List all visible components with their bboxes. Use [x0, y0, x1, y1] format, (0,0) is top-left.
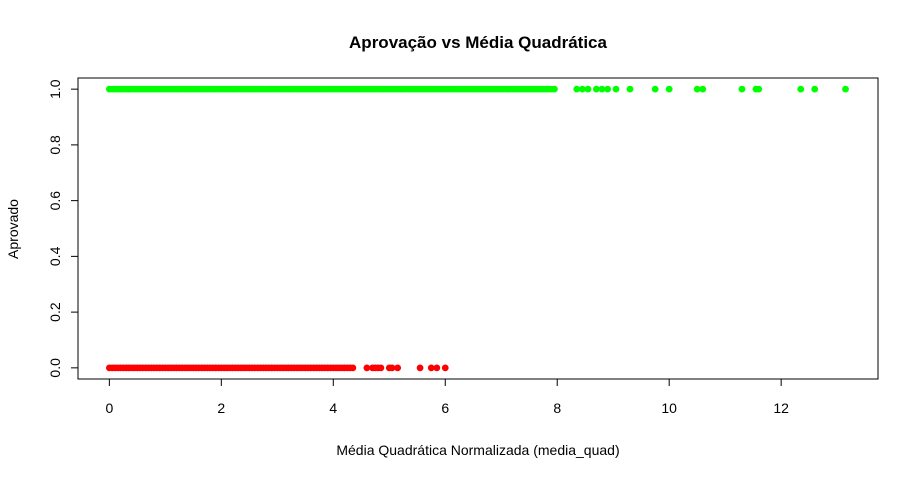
point-reprovado	[377, 364, 385, 372]
y-tick-label: 0.0	[47, 358, 63, 378]
point-aprovado	[738, 85, 746, 93]
y-axis-label: Aprovado	[5, 199, 21, 259]
point-reprovado	[394, 364, 402, 372]
x-tick-label: 6	[441, 400, 449, 416]
x-tick-label: 8	[553, 400, 561, 416]
point-aprovado	[626, 85, 634, 93]
y-axis: 0.0 0.2 0.4 0.6 0.8 1.0	[47, 79, 79, 378]
point-aprovado	[573, 85, 581, 93]
x-tick-label: 4	[329, 400, 337, 416]
point-aprovado	[612, 85, 620, 93]
y-tick-label: 0.8	[47, 135, 63, 155]
point-aprovado	[811, 85, 819, 93]
point-aprovado	[842, 85, 849, 93]
y-tick-label: 0.2	[47, 302, 63, 322]
point-reprovado	[416, 364, 424, 372]
point-aprovado	[651, 85, 659, 93]
x-axis: 0 2 4 6 8 10 12	[105, 378, 789, 416]
point-aprovado	[665, 85, 673, 93]
point-reprovado	[349, 364, 357, 372]
point-aprovado	[797, 85, 805, 93]
point-aprovado	[699, 85, 707, 93]
data-points	[105, 85, 849, 372]
point-aprovado	[579, 85, 586, 93]
x-tick-label: 10	[661, 400, 677, 416]
y-tick-label: 0.6	[47, 191, 63, 211]
point-aprovado	[693, 85, 701, 93]
point-aprovado	[584, 85, 592, 93]
y-tick-label: 1.0	[47, 79, 63, 99]
point-reprovado	[363, 364, 371, 372]
x-tick-label: 0	[105, 400, 113, 416]
point-aprovado	[604, 85, 612, 93]
point-reprovado	[427, 364, 435, 372]
x-tick-label: 12	[773, 400, 789, 416]
x-axis-label: Média Quadrática Normalizada (media_quad…	[336, 442, 619, 458]
plot-frame	[77, 77, 879, 380]
y-tick-label: 0.4	[47, 246, 63, 266]
point-aprovado	[551, 85, 558, 93]
x-tick-label: 2	[217, 400, 225, 416]
point-aprovado	[593, 85, 600, 93]
point-reprovado	[388, 364, 396, 372]
point-aprovado	[598, 85, 606, 93]
point-reprovado	[441, 364, 449, 372]
point-aprovado	[755, 85, 763, 93]
chart-title: Aprovação vs Média Quadrática	[349, 33, 607, 52]
point-reprovado	[433, 364, 441, 372]
